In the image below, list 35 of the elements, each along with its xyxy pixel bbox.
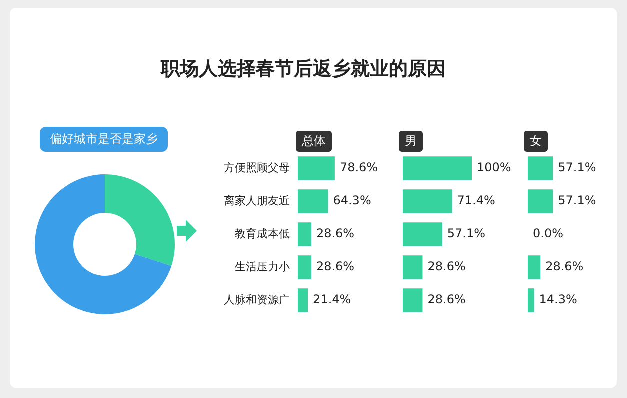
chart-title: 总体 bbox=[296, 131, 332, 152]
y-tick-label: 方便照顾父母 bbox=[224, 161, 290, 174]
bar bbox=[298, 190, 328, 214]
data-label: 0.0% bbox=[533, 226, 564, 241]
y-tick-label: 生活压力小 bbox=[235, 260, 290, 274]
bar bbox=[298, 156, 335, 180]
bar bbox=[298, 288, 308, 312]
data-label: 28.6% bbox=[546, 260, 584, 274]
y-tick-label: 人脉和资源广 bbox=[224, 293, 290, 306]
data-label: 100% bbox=[477, 160, 512, 175]
chart-title: 偏好城市是否是家乡 bbox=[40, 127, 168, 152]
data-label: 21.4% bbox=[313, 292, 352, 307]
data-label: 64.3% bbox=[333, 194, 372, 208]
data-label: 28.6% bbox=[316, 226, 355, 241]
bar bbox=[298, 256, 312, 280]
chart-title: 女 bbox=[524, 131, 548, 152]
bar bbox=[403, 222, 442, 246]
bar bbox=[403, 156, 472, 180]
data-label: 28.6% bbox=[316, 260, 355, 274]
data-label: 57.1% bbox=[558, 194, 596, 208]
bar bbox=[403, 190, 452, 214]
text: 职场人选择春节后返乡就业的原因 bbox=[160, 57, 447, 82]
bar bbox=[298, 222, 312, 246]
data-label: 28.6% bbox=[428, 292, 466, 307]
data-label: 78.6% bbox=[340, 160, 378, 175]
data-label: 71.4% bbox=[457, 194, 496, 208]
data-label: 28.6% bbox=[428, 260, 466, 274]
bar bbox=[403, 256, 423, 280]
data-label: 57.1% bbox=[558, 160, 596, 175]
data-label: 57.1% bbox=[447, 226, 486, 241]
chart-title: 男 bbox=[399, 131, 423, 152]
bar bbox=[403, 288, 423, 312]
y-tick-label: 离家人朋友近 bbox=[224, 194, 290, 208]
data-label: 14.3% bbox=[539, 292, 578, 307]
y-tick-label: 教育成本低 bbox=[235, 227, 290, 240]
